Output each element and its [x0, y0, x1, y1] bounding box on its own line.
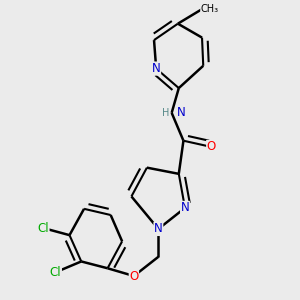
Text: N: N	[181, 201, 189, 214]
Text: N: N	[152, 62, 161, 75]
Text: N: N	[154, 222, 163, 236]
Text: Cl: Cl	[38, 221, 49, 235]
Text: O: O	[207, 140, 216, 153]
Text: Cl: Cl	[50, 266, 62, 279]
Text: CH₃: CH₃	[201, 4, 219, 14]
Text: O: O	[129, 269, 139, 283]
Text: H: H	[162, 108, 169, 118]
Text: N: N	[177, 106, 185, 119]
